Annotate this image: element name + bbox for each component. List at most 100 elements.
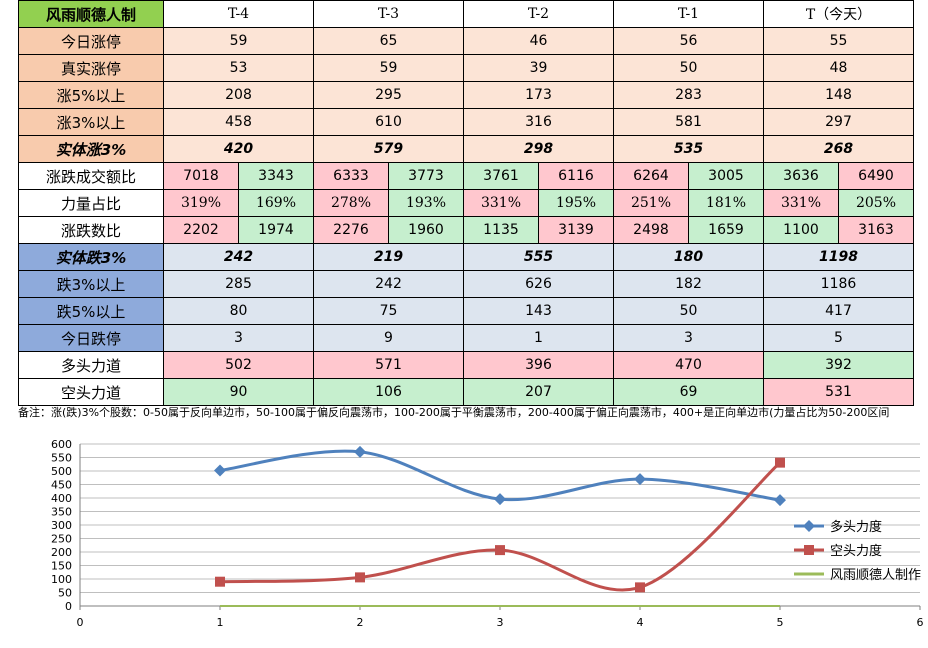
row-label[interactable]: 多头力道 xyxy=(18,351,164,379)
data-cell[interactable]: 297 xyxy=(763,108,914,136)
data-cell[interactable]: 219 xyxy=(313,243,464,271)
data-cell[interactable]: 181% xyxy=(688,189,764,217)
data-cell[interactable]: 251% xyxy=(613,189,689,217)
data-cell[interactable]: 417 xyxy=(763,297,914,325)
row-label[interactable]: 涨3%以上 xyxy=(18,108,164,136)
data-cell[interactable]: 268 xyxy=(763,135,914,163)
row-label[interactable]: 力量占比 xyxy=(18,189,164,217)
data-cell[interactable]: 1198 xyxy=(763,243,914,271)
data-cell[interactable]: 6333 xyxy=(313,162,389,190)
data-cell[interactable]: 50 xyxy=(613,54,764,82)
data-cell[interactable]: 571 xyxy=(313,351,464,379)
data-cell[interactable]: 106 xyxy=(313,378,464,406)
data-cell[interactable]: 182 xyxy=(613,270,764,298)
data-cell[interactable]: 579 xyxy=(313,135,464,163)
data-cell[interactable]: 48 xyxy=(763,54,914,82)
data-cell[interactable]: 470 xyxy=(613,351,764,379)
data-cell[interactable]: 2202 xyxy=(163,216,239,244)
data-cell[interactable]: 316 xyxy=(463,108,614,136)
data-cell[interactable]: 5 xyxy=(763,324,914,352)
row-label[interactable]: 涨5%以上 xyxy=(18,81,164,109)
data-cell[interactable]: 59 xyxy=(313,54,464,82)
data-cell[interactable]: 1974 xyxy=(238,216,314,244)
data-cell[interactable]: 1659 xyxy=(688,216,764,244)
data-cell[interactable]: 3139 xyxy=(538,216,614,244)
data-cell[interactable]: 283 xyxy=(613,81,764,109)
data-cell[interactable]: 3163 xyxy=(838,216,914,244)
data-cell[interactable]: 535 xyxy=(613,135,764,163)
data-cell[interactable]: 7018 xyxy=(163,162,239,190)
data-cell[interactable]: 458 xyxy=(163,108,314,136)
data-cell[interactable]: 59 xyxy=(163,27,314,55)
data-cell[interactable]: 2276 xyxy=(313,216,389,244)
column-header-4[interactable]: T（今天） xyxy=(763,0,914,28)
column-header-2[interactable]: T-2 xyxy=(463,0,614,28)
data-cell[interactable]: 581 xyxy=(613,108,764,136)
data-cell[interactable]: 205% xyxy=(838,189,914,217)
row-label[interactable]: 实体跌3% xyxy=(18,243,164,271)
data-cell[interactable]: 396 xyxy=(463,351,614,379)
data-cell[interactable]: 3 xyxy=(163,324,314,352)
data-cell[interactable]: 531 xyxy=(763,378,914,406)
data-cell[interactable]: 295 xyxy=(313,81,464,109)
data-cell[interactable]: 6490 xyxy=(838,162,914,190)
data-cell[interactable]: 9 xyxy=(313,324,464,352)
data-cell[interactable]: 3636 xyxy=(763,162,839,190)
data-cell[interactable]: 180 xyxy=(613,243,764,271)
row-label[interactable]: 涨跌数比 xyxy=(18,216,164,244)
data-cell[interactable]: 173 xyxy=(463,81,614,109)
data-cell[interactable]: 90 xyxy=(163,378,314,406)
data-cell[interactable]: 1135 xyxy=(463,216,539,244)
data-cell[interactable]: 55 xyxy=(763,27,914,55)
data-cell[interactable]: 278% xyxy=(313,189,389,217)
data-cell[interactable]: 3343 xyxy=(238,162,314,190)
data-cell[interactable]: 392 xyxy=(763,351,914,379)
data-cell[interactable]: 56 xyxy=(613,27,764,55)
column-header-1[interactable]: T-3 xyxy=(313,0,464,28)
data-cell[interactable]: 46 xyxy=(463,27,614,55)
data-cell[interactable]: 3761 xyxy=(463,162,539,190)
data-cell[interactable]: 1960 xyxy=(388,216,464,244)
data-cell[interactable]: 502 xyxy=(163,351,314,379)
row-label[interactable]: 涨跌成交额比 xyxy=(18,162,164,190)
column-header-0[interactable]: T-4 xyxy=(163,0,314,28)
data-cell[interactable]: 1100 xyxy=(763,216,839,244)
data-cell[interactable]: 69 xyxy=(613,378,764,406)
data-cell[interactable]: 285 xyxy=(163,270,314,298)
data-cell[interactable]: 6264 xyxy=(613,162,689,190)
data-cell[interactable]: 331% xyxy=(463,189,539,217)
data-cell[interactable]: 207 xyxy=(463,378,614,406)
data-cell[interactable]: 242 xyxy=(163,243,314,271)
data-cell[interactable]: 148 xyxy=(763,81,914,109)
data-cell[interactable]: 610 xyxy=(313,108,464,136)
data-cell[interactable]: 65 xyxy=(313,27,464,55)
data-cell[interactable]: 169% xyxy=(238,189,314,217)
data-cell[interactable]: 193% xyxy=(388,189,464,217)
data-cell[interactable]: 555 xyxy=(463,243,614,271)
row-label[interactable]: 跌3%以上 xyxy=(18,270,164,298)
data-cell[interactable]: 50 xyxy=(613,297,764,325)
data-cell[interactable]: 208 xyxy=(163,81,314,109)
data-cell[interactable]: 3005 xyxy=(688,162,764,190)
data-cell[interactable]: 626 xyxy=(463,270,614,298)
row-label[interactable]: 今日涨停 xyxy=(18,27,164,55)
data-cell[interactable]: 80 xyxy=(163,297,314,325)
table-title-cell[interactable]: 风雨顺德人制 xyxy=(18,0,164,28)
data-cell[interactable]: 298 xyxy=(463,135,614,163)
data-cell[interactable]: 1186 xyxy=(763,270,914,298)
row-label[interactable]: 跌5%以上 xyxy=(18,297,164,325)
row-label[interactable]: 空头力道 xyxy=(18,378,164,406)
data-cell[interactable]: 319% xyxy=(163,189,239,217)
data-cell[interactable]: 53 xyxy=(163,54,314,82)
data-cell[interactable]: 1 xyxy=(463,324,614,352)
column-header-3[interactable]: T-1 xyxy=(613,0,764,28)
data-cell[interactable]: 3 xyxy=(613,324,764,352)
data-cell[interactable]: 3773 xyxy=(388,162,464,190)
data-cell[interactable]: 6116 xyxy=(538,162,614,190)
row-label[interactable]: 今日跌停 xyxy=(18,324,164,352)
data-cell[interactable]: 39 xyxy=(463,54,614,82)
row-label[interactable]: 真实涨停 xyxy=(18,54,164,82)
row-label[interactable]: 实体涨3% xyxy=(18,135,164,163)
data-cell[interactable]: 2498 xyxy=(613,216,689,244)
data-cell[interactable]: 242 xyxy=(313,270,464,298)
